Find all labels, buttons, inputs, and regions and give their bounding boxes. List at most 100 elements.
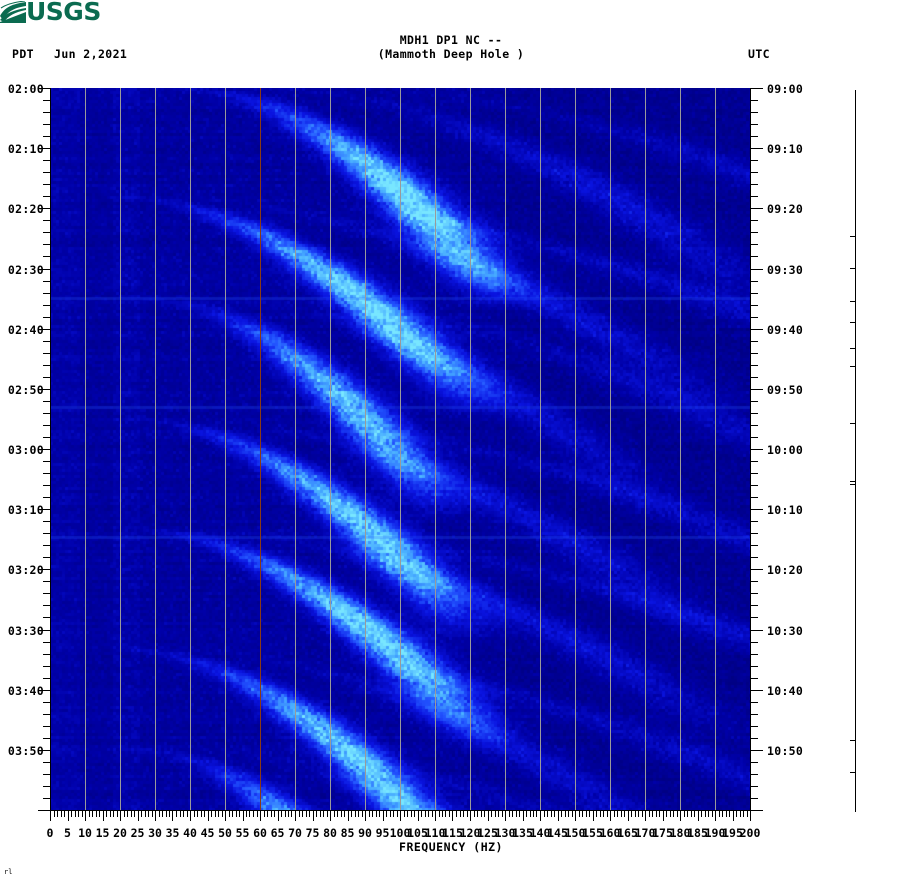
x-tick <box>449 811 450 817</box>
x-label-85: 85 <box>340 826 355 840</box>
x-tick <box>71 811 72 817</box>
x-tick <box>232 811 233 817</box>
y-label-right-10-00: 10:00 <box>767 443 804 457</box>
x-tick <box>383 811 384 821</box>
y-tick-right <box>751 377 758 378</box>
x-tick <box>68 811 69 821</box>
x-tick <box>386 811 387 817</box>
y-label-right-09-10: 09:10 <box>767 142 804 157</box>
y-tick-right <box>751 256 758 257</box>
x-tick <box>442 811 443 817</box>
x-tick <box>558 811 559 821</box>
scale-tick-3 <box>850 322 856 324</box>
y-tick-right <box>751 293 758 294</box>
y-tick-right <box>751 642 758 643</box>
x-tick <box>603 811 604 817</box>
x-tick <box>530 811 531 817</box>
x-tick <box>131 811 132 817</box>
gridline-100hz <box>400 88 401 810</box>
y-tick-left <box>38 208 50 209</box>
y-tick-right <box>751 88 763 89</box>
x-tick <box>239 811 240 817</box>
x-tick <box>243 811 244 821</box>
x-tick <box>425 811 426 817</box>
x-tick <box>642 811 643 817</box>
y-label-left-03-10: 03:10 <box>7 503 44 518</box>
y-tick-left <box>43 293 50 294</box>
scale-tick-1 <box>850 268 856 270</box>
y-label-left-02-20: 02:20 <box>7 202 44 217</box>
x-tick <box>330 811 331 821</box>
y-tick-left <box>38 329 50 330</box>
x-tick <box>313 811 314 821</box>
x-label-50: 50 <box>218 826 232 840</box>
y-tick-right <box>751 269 763 270</box>
x-tick <box>617 811 618 817</box>
y-tick-right <box>751 100 758 101</box>
y-tick-left <box>43 305 50 306</box>
y-tick-right <box>751 714 758 715</box>
x-tick <box>659 811 660 817</box>
x-tick <box>99 811 100 817</box>
station-title: MDH1 DP1 NC -- <box>399 33 503 47</box>
x-tick <box>722 811 723 817</box>
timezone-right-label: UTC <box>748 47 770 61</box>
x-tick <box>50 811 51 821</box>
gridline-50hz <box>225 88 226 810</box>
y-tick-left <box>43 100 50 101</box>
y-tick-left <box>43 425 50 426</box>
x-tick <box>565 811 566 817</box>
x-tick <box>152 811 153 817</box>
x-tick <box>187 811 188 817</box>
x-tick <box>628 811 629 821</box>
x-label-55: 55 <box>235 826 250 840</box>
y-label-right-10-20: 10:20 <box>767 563 804 578</box>
gridline-190hz <box>715 88 716 810</box>
x-tick <box>432 811 433 817</box>
scale-tick-0 <box>850 236 856 237</box>
x-tick <box>701 811 702 817</box>
y-tick-left <box>43 593 50 594</box>
x-tick <box>631 811 632 817</box>
x-label-175: 175 <box>652 826 673 840</box>
y-tick-left <box>43 774 50 775</box>
x-tick <box>467 811 468 817</box>
x-tick <box>474 811 475 817</box>
x-tick <box>54 811 55 817</box>
x-tick <box>197 811 198 817</box>
x-tick <box>452 811 453 821</box>
x-tick <box>113 811 114 817</box>
x-tick <box>106 811 107 817</box>
x-tick <box>222 811 223 817</box>
x-tick <box>253 811 254 817</box>
x-tick <box>180 811 181 817</box>
x-tick <box>159 811 160 817</box>
y-tick-right <box>751 401 758 402</box>
y-label-left-02-10: 02:10 <box>7 142 44 157</box>
scale-bar-line <box>855 90 856 812</box>
gridline-10hz <box>85 88 86 810</box>
x-label-80: 80 <box>323 826 337 840</box>
y-tick-left <box>43 678 50 679</box>
y-tick-left <box>38 389 50 390</box>
y-tick-right <box>751 509 763 510</box>
x-tick <box>421 811 422 817</box>
x-label-0: 0 <box>46 826 54 840</box>
spectrogram-plot[interactable] <box>50 88 750 810</box>
x-label-135: 135 <box>512 826 533 840</box>
x-tick <box>596 811 597 817</box>
x-tick <box>715 811 716 821</box>
gridline-90hz <box>365 88 366 810</box>
y-label-right-10-50: 10:50 <box>767 743 804 758</box>
y-tick-left <box>43 413 50 414</box>
x-tick <box>400 811 401 821</box>
x-tick <box>134 811 135 817</box>
y-tick-right <box>751 389 763 390</box>
x-tick <box>607 811 608 817</box>
x-tick <box>249 811 250 817</box>
x-tick <box>407 811 408 817</box>
x-tick <box>666 811 667 817</box>
x-tick <box>288 811 289 817</box>
y-tick-right <box>751 810 763 811</box>
x-tick <box>621 811 622 817</box>
